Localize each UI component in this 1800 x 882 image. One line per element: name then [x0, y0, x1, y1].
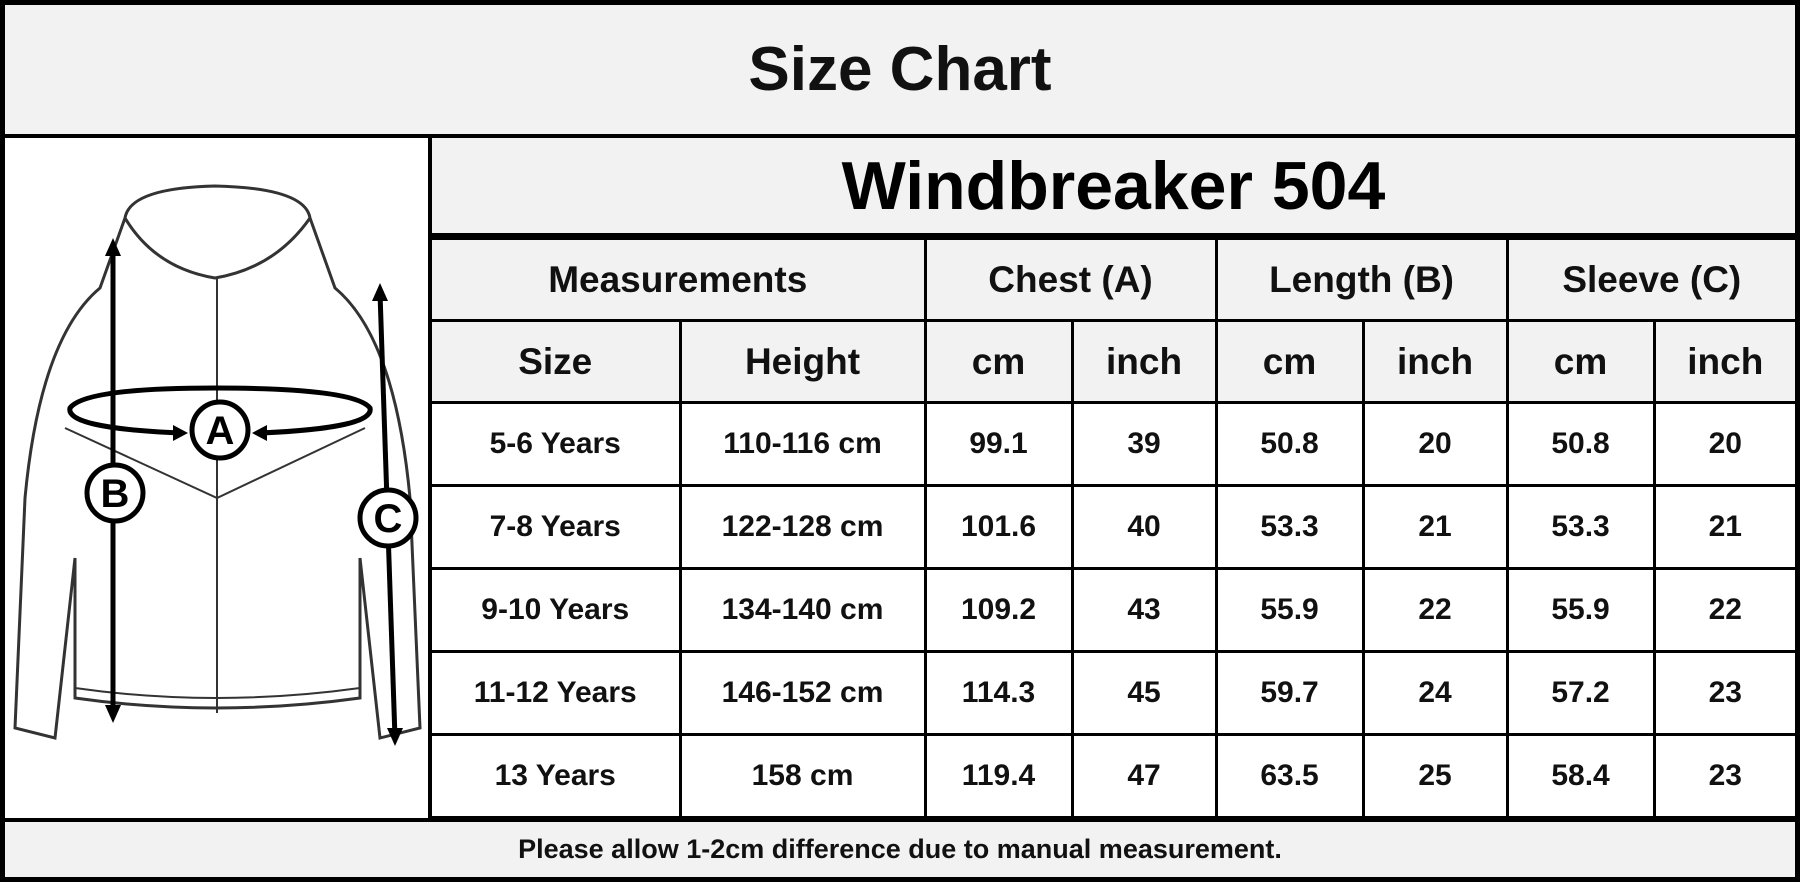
cell-length-inch: 22	[1361, 567, 1509, 653]
cell-sleeve-cm: 53.3	[1505, 484, 1656, 570]
header-sleeve-inch: inch	[1652, 319, 1796, 404]
cell-chest-inch: 40	[1070, 484, 1218, 570]
cell-chest-inch: 43	[1070, 567, 1218, 653]
cell-length-inch: 20	[1361, 401, 1509, 487]
header-sleeve-cm: cm	[1505, 319, 1656, 404]
cell-sleeve-cm: 58.4	[1505, 733, 1656, 819]
cell-length-inch: 21	[1361, 484, 1509, 570]
header-chest-inch: inch	[1070, 319, 1218, 404]
table-row: 13 Years 158 cm 119.4 47 63.5 25 58.4 23	[432, 733, 1796, 819]
label-a: A	[206, 409, 235, 453]
cell-length-cm: 63.5	[1214, 733, 1365, 819]
jacket-diagram: A B C	[5, 138, 432, 818]
cell-size: 13 Years	[432, 733, 682, 819]
header-size: Size	[432, 319, 682, 404]
cell-chest-cm: 114.3	[923, 650, 1074, 736]
cell-length-inch: 24	[1361, 650, 1509, 736]
header-sleeve: Sleeve (C)	[1505, 237, 1796, 322]
jacket-sketch-icon: A B C	[13, 184, 422, 746]
cell-chest-inch: 45	[1070, 650, 1218, 736]
cell-chest-cm: 119.4	[923, 733, 1074, 819]
cell-size: 11-12 Years	[432, 650, 682, 736]
cell-height: 146-152 cm	[678, 650, 927, 736]
header-length-inch: inch	[1361, 319, 1509, 404]
cell-height: 110-116 cm	[678, 401, 927, 487]
cell-chest-cm: 101.6	[923, 484, 1074, 570]
header-height: Height	[678, 319, 927, 404]
size-table: Measurements Chest (A) Length (B) Sleeve…	[432, 237, 1796, 819]
page-title: Size Chart	[5, 5, 1795, 138]
cell-sleeve-inch: 23	[1652, 650, 1796, 736]
cell-chest-inch: 47	[1070, 733, 1218, 819]
header-chest: Chest (A)	[923, 237, 1218, 322]
label-b: B	[101, 472, 130, 516]
cell-height: 134-140 cm	[678, 567, 927, 653]
cell-chest-cm: 99.1	[923, 401, 1074, 487]
size-table-panel: Windbreaker 504 Measurements Chest (A) L…	[432, 138, 1796, 819]
cell-sleeve-cm: 55.9	[1505, 567, 1656, 653]
cell-size: 7-8 Years	[432, 484, 682, 570]
cell-height: 158 cm	[678, 733, 927, 819]
cell-length-cm: 55.9	[1214, 567, 1365, 653]
cell-sleeve-inch: 22	[1652, 567, 1796, 653]
table-row: 9-10 Years 134-140 cm 109.2 43 55.9 22 55.9 22	[432, 567, 1796, 653]
cell-sleeve-cm: 57.2	[1505, 650, 1656, 736]
table-row: 5-6 Years 110-116 cm 99.1 39 50.8 20 50.8 20	[432, 401, 1796, 487]
cell-chest-inch: 39	[1070, 401, 1218, 487]
cell-length-cm: 53.3	[1214, 484, 1365, 570]
label-c: C	[374, 497, 403, 541]
header-chest-cm: cm	[923, 319, 1074, 404]
table-row: 11-12 Years 146-152 cm 114.3 45 59.7 24 57.2 23	[432, 650, 1796, 736]
cell-length-cm: 50.8	[1214, 401, 1365, 487]
cell-height: 122-128 cm	[678, 484, 927, 570]
group-header-row: Measurements Chest (A) Length (B) Sleeve…	[432, 237, 1796, 322]
footer-note: Please allow 1-2cm difference due to man…	[5, 818, 1795, 877]
model-name: Windbreaker 504	[432, 138, 1795, 237]
cell-sleeve-inch: 21	[1652, 484, 1796, 570]
cell-length-inch: 25	[1361, 733, 1509, 819]
header-length: Length (B)	[1214, 237, 1509, 322]
cell-sleeve-inch: 23	[1652, 733, 1796, 819]
cell-sleeve-cm: 50.8	[1505, 401, 1656, 487]
cell-sleeve-inch: 20	[1652, 401, 1796, 487]
header-length-cm: cm	[1214, 319, 1365, 404]
cell-length-cm: 59.7	[1214, 650, 1365, 736]
cell-size: 9-10 Years	[432, 567, 682, 653]
cell-chest-cm: 109.2	[923, 567, 1074, 653]
sub-header-row: Size Height cm inch cm inch cm inch	[432, 319, 1796, 404]
table-row: 7-8 Years 122-128 cm 101.6 40 53.3 21 53.3 21	[432, 484, 1796, 570]
header-measurements: Measurements	[432, 237, 927, 322]
cell-size: 5-6 Years	[432, 401, 682, 487]
